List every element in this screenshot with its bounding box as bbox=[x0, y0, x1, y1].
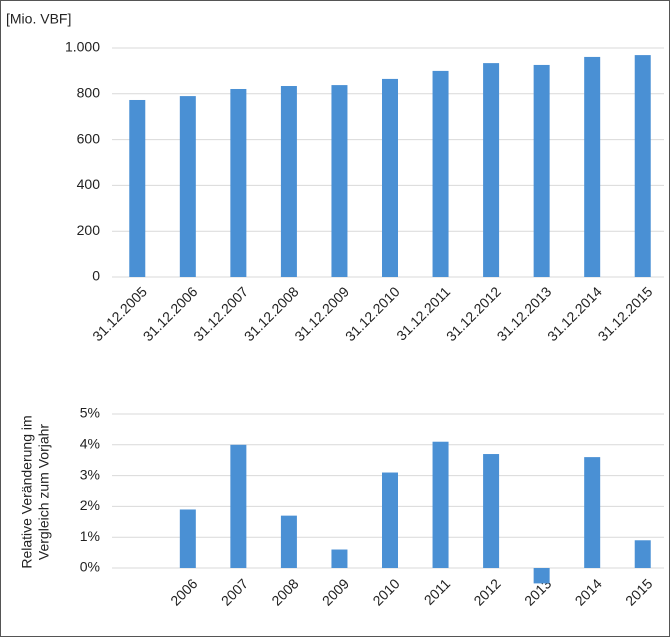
bar bbox=[280, 515, 297, 568]
y-tick-label: 600 bbox=[77, 130, 101, 146]
y-tick-label: 800 bbox=[77, 85, 101, 101]
bar bbox=[230, 444, 247, 568]
y-axis-label: Relative Veränderung im bbox=[19, 415, 35, 568]
bar bbox=[584, 56, 601, 277]
bar bbox=[432, 70, 449, 278]
bar bbox=[331, 549, 348, 568]
y-tick-label: 1% bbox=[80, 528, 100, 544]
bar bbox=[634, 540, 651, 568]
bar bbox=[280, 86, 297, 277]
y-tick-label: 3% bbox=[80, 466, 100, 482]
bar bbox=[382, 472, 398, 568]
y-tick-label: 200 bbox=[77, 222, 101, 238]
bar bbox=[533, 64, 550, 277]
y-tick-label: 4% bbox=[80, 436, 100, 452]
bar bbox=[634, 55, 651, 277]
y-axis-label: Vergleich zum Vorjahr bbox=[36, 424, 52, 561]
y-tick-label: 0% bbox=[80, 559, 100, 575]
bar bbox=[483, 63, 500, 277]
bar bbox=[331, 85, 348, 278]
y-tick-label: 5% bbox=[80, 405, 100, 421]
bar bbox=[230, 88, 247, 277]
y-tick-label: 2% bbox=[80, 497, 100, 513]
bar bbox=[432, 441, 449, 568]
y-tick-label: 1.000 bbox=[65, 39, 100, 55]
bar bbox=[533, 568, 550, 584]
bar bbox=[179, 96, 196, 277]
unit-label: [Mio. VBF] bbox=[6, 11, 71, 27]
y-tick-label: 0 bbox=[92, 268, 100, 284]
bar bbox=[382, 78, 398, 277]
bar bbox=[584, 457, 601, 568]
y-tick-label: 400 bbox=[77, 176, 101, 192]
bar bbox=[483, 454, 500, 568]
bar bbox=[129, 99, 146, 277]
bar bbox=[179, 509, 196, 568]
